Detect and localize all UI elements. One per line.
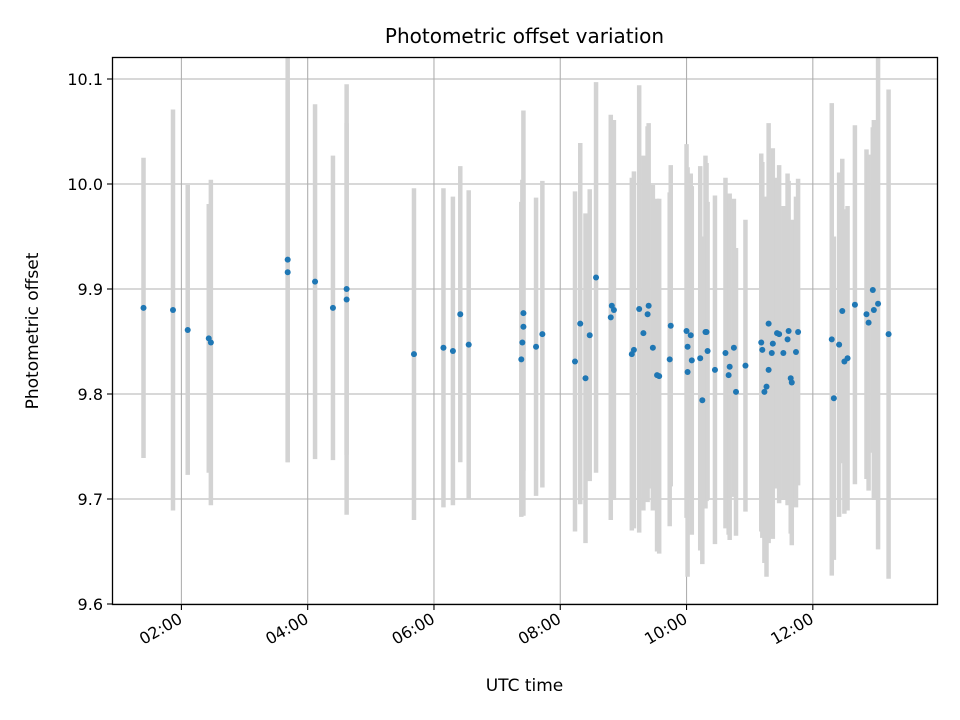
data-point <box>687 332 694 339</box>
data-point <box>792 349 799 355</box>
data-point <box>683 328 690 334</box>
data-point <box>666 356 673 363</box>
data-point <box>645 302 652 309</box>
data-point <box>656 373 663 380</box>
data-point <box>776 331 783 338</box>
data-point <box>520 323 527 330</box>
data-point <box>343 286 350 292</box>
data-point <box>649 344 656 351</box>
data-point <box>769 340 776 347</box>
data-point <box>457 311 464 318</box>
data-point <box>184 326 191 333</box>
data-point <box>688 357 695 364</box>
data-point <box>140 304 147 311</box>
data-point <box>640 330 647 337</box>
data-point <box>865 319 872 326</box>
data-point <box>725 372 732 379</box>
data-point <box>520 310 527 317</box>
data-point <box>795 329 802 336</box>
data-point <box>836 341 843 348</box>
data-point <box>785 328 792 334</box>
y-tick-label: 9.6 <box>78 595 103 614</box>
data-point <box>765 320 772 327</box>
data-point <box>869 287 876 294</box>
data-point <box>830 395 837 402</box>
data-point <box>784 336 791 343</box>
data-point <box>593 274 600 281</box>
data-point <box>761 388 768 395</box>
data-point <box>851 301 858 308</box>
data-point <box>844 355 851 362</box>
data-point <box>449 347 456 354</box>
data-point <box>711 366 718 373</box>
data-point <box>329 304 336 311</box>
data-point <box>703 329 710 336</box>
data-point <box>863 311 870 318</box>
y-tick-label: 9.8 <box>78 385 103 404</box>
data-point <box>667 322 674 329</box>
data-point <box>582 375 589 382</box>
plot-frame <box>111 56 939 606</box>
x-axis-label: UTC time <box>486 676 564 696</box>
y-tick-label: 10.1 <box>67 70 103 89</box>
data-point <box>722 350 729 357</box>
data-point <box>765 366 772 373</box>
data-point <box>758 339 765 346</box>
data-point <box>704 347 711 354</box>
chart-title: Photometric offset variation <box>385 24 664 48</box>
data-point <box>586 332 593 339</box>
data-point <box>726 363 733 370</box>
data-point <box>699 397 706 404</box>
y-axis-label: Photometric offset <box>23 252 43 409</box>
data-points <box>140 256 892 404</box>
data-point <box>610 307 617 313</box>
data-point <box>828 336 835 343</box>
data-point <box>763 383 770 390</box>
data-point <box>780 350 787 357</box>
data-point <box>284 269 291 276</box>
y-tick-label: 10.0 <box>67 175 103 194</box>
data-point <box>768 350 775 357</box>
y-axis-ticks: 9.6 9.7 9.8 9.9 10.0 10.1 <box>67 70 113 614</box>
data-point <box>759 346 766 353</box>
data-point <box>410 351 417 358</box>
data-point <box>518 356 525 363</box>
data-point <box>284 256 291 263</box>
data-point <box>571 358 578 365</box>
data-point <box>312 278 319 285</box>
data-point <box>607 314 614 321</box>
data-point <box>684 368 691 375</box>
data-point <box>577 320 584 327</box>
data-point <box>730 344 737 351</box>
data-point <box>732 388 739 395</box>
data-point <box>539 331 546 338</box>
data-point <box>169 307 176 313</box>
data-point <box>885 331 892 338</box>
y-tick-label: 9.7 <box>78 490 103 509</box>
data-point <box>788 379 795 386</box>
data-point <box>839 308 846 315</box>
data-point <box>630 346 637 353</box>
data-point <box>684 343 691 350</box>
data-point <box>636 305 643 312</box>
data-point <box>533 343 540 350</box>
data-point <box>343 296 350 303</box>
data-point <box>440 344 447 351</box>
data-point <box>742 362 749 369</box>
data-point <box>519 339 526 346</box>
data-point <box>465 341 472 348</box>
data-point <box>697 355 704 362</box>
data-point <box>875 300 882 307</box>
data-point <box>207 339 214 346</box>
data-point <box>870 307 877 313</box>
data-point <box>644 311 651 318</box>
y-tick-label: 9.9 <box>78 280 103 299</box>
